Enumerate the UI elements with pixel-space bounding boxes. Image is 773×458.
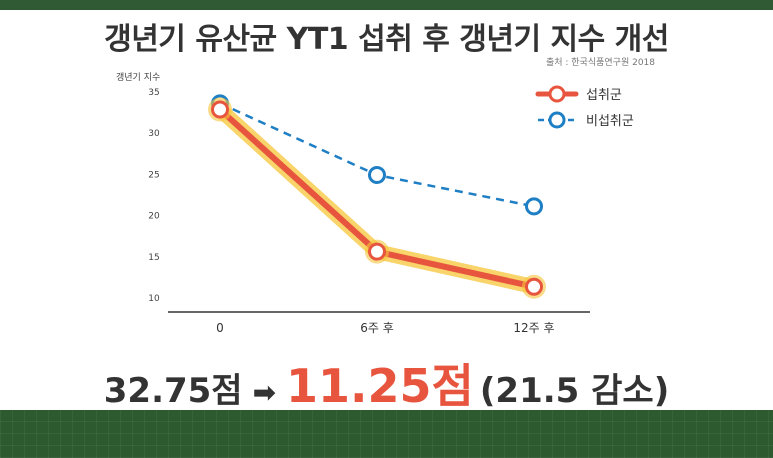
result-from: 32.75점: [103, 371, 243, 411]
series-0-point-2: [525, 277, 543, 296]
y-tick-label-1: 30: [148, 129, 160, 139]
y-tick-label-3: 20: [148, 212, 160, 222]
legend-label-0: 섭취군: [586, 88, 622, 103]
x-tick-label-2: 12주 후: [513, 321, 554, 335]
result-summary: 32.75점 ➡ 11.25점 (21.5 감소): [0, 350, 773, 416]
x-tick-label-0: 0: [216, 321, 224, 335]
y-tick-label-4: 15: [148, 253, 159, 263]
series-1-point-2: [525, 197, 543, 216]
series-layer: [208, 94, 546, 299]
x-tick-label-1: 6주 후: [360, 321, 394, 335]
bottom-band: [0, 410, 773, 458]
series-1-point-1: [368, 166, 386, 185]
legend-label-1: 비섭취군: [586, 114, 634, 129]
x-tick-labels: 0 6주 후 12주 후: [216, 321, 554, 335]
y-tick-labels: 35 30 25 20 15 10: [148, 88, 160, 304]
series-0-point-0: [211, 100, 229, 119]
result-diff: (21.5 감소): [479, 371, 670, 411]
arrow-right-icon: ➡: [252, 376, 277, 409]
y-tick-label-5: 10: [148, 294, 160, 304]
source-note: 출처 : 한국식품연구원 2018: [545, 58, 655, 68]
legend-swatch-marker-0: [548, 85, 566, 103]
series-0-point-1: [368, 242, 386, 261]
y-tick-label-0: 35: [148, 88, 159, 98]
page-title: 갱년기 유산균 YT1 섭취 후 갱년기 지수 개선: [104, 22, 669, 57]
legend-swatch-marker-1: [548, 111, 566, 129]
top-band: [0, 0, 773, 10]
result-to: 11.25점: [286, 359, 474, 413]
y-axis-label: 갱년기 지수: [116, 73, 161, 83]
y-tick-label-2: 25: [148, 170, 159, 180]
